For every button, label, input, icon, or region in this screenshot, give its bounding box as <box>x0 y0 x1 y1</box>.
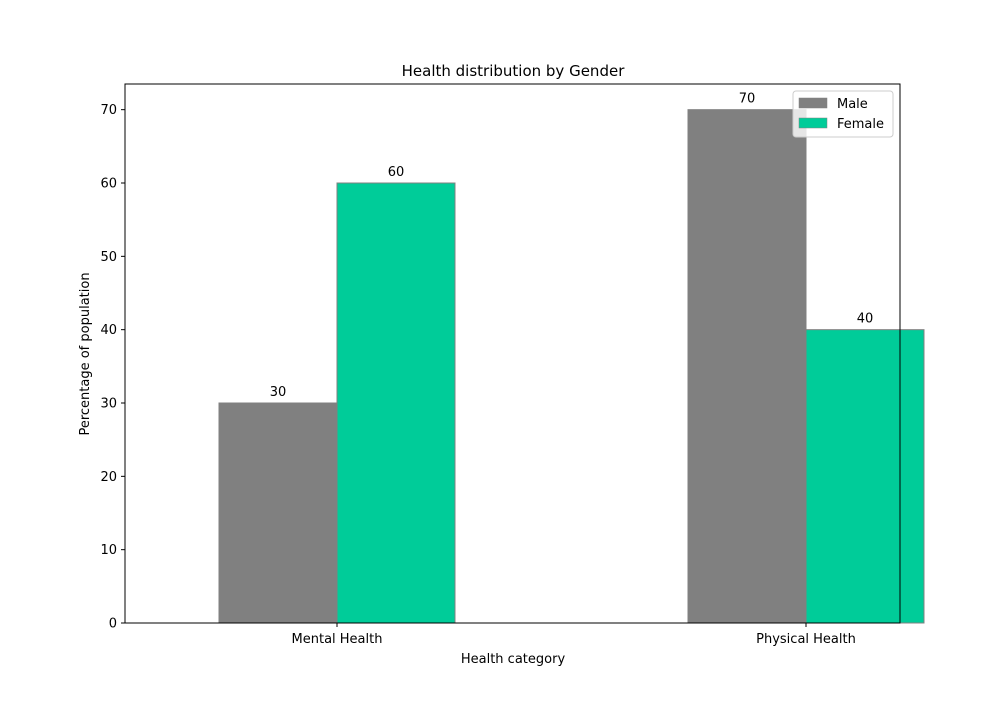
plot-area: 30 70 60 40 0 10 20 30 40 50 60 70 Mental Health Phys… <box>100 83 925 647</box>
legend-swatch-female <box>798 117 828 129</box>
y-tick-label: 50 <box>100 250 117 265</box>
x-tick-label: Mental Health <box>292 632 383 647</box>
y-tick-label: 10 <box>100 543 117 558</box>
legend: Male Female <box>792 90 894 138</box>
y-tick-label: 60 <box>100 177 117 192</box>
x-tick-label: Physical Health <box>756 632 856 647</box>
bar-value-label: 40 <box>857 312 874 327</box>
bar-value-label: 70 <box>739 92 756 107</box>
bar-female-mental-health <box>336 182 456 624</box>
x-axis-label: Health category <box>461 652 566 667</box>
y-tick-label: 30 <box>100 397 117 412</box>
bar-value-label: 60 <box>388 165 405 180</box>
y-tick-label: 40 <box>100 323 117 338</box>
bar-female-physical-health <box>805 329 925 624</box>
legend-swatch-male <box>798 97 828 109</box>
axes-frame <box>124 83 901 624</box>
y-tick-label: 20 <box>100 470 117 485</box>
y-axis-label: Percentage of population <box>78 272 93 435</box>
y-tick-label: 70 <box>100 103 117 118</box>
bar-value-label: 30 <box>270 385 287 400</box>
bar-male-mental-health <box>218 402 338 624</box>
y-tick-label: 0 <box>109 617 117 632</box>
legend-label-female: Female <box>837 117 884 132</box>
chart-title: Health distribution by Gender <box>402 62 626 80</box>
bar-male-physical-health <box>687 109 807 624</box>
legend-label-male: Male <box>837 97 868 112</box>
